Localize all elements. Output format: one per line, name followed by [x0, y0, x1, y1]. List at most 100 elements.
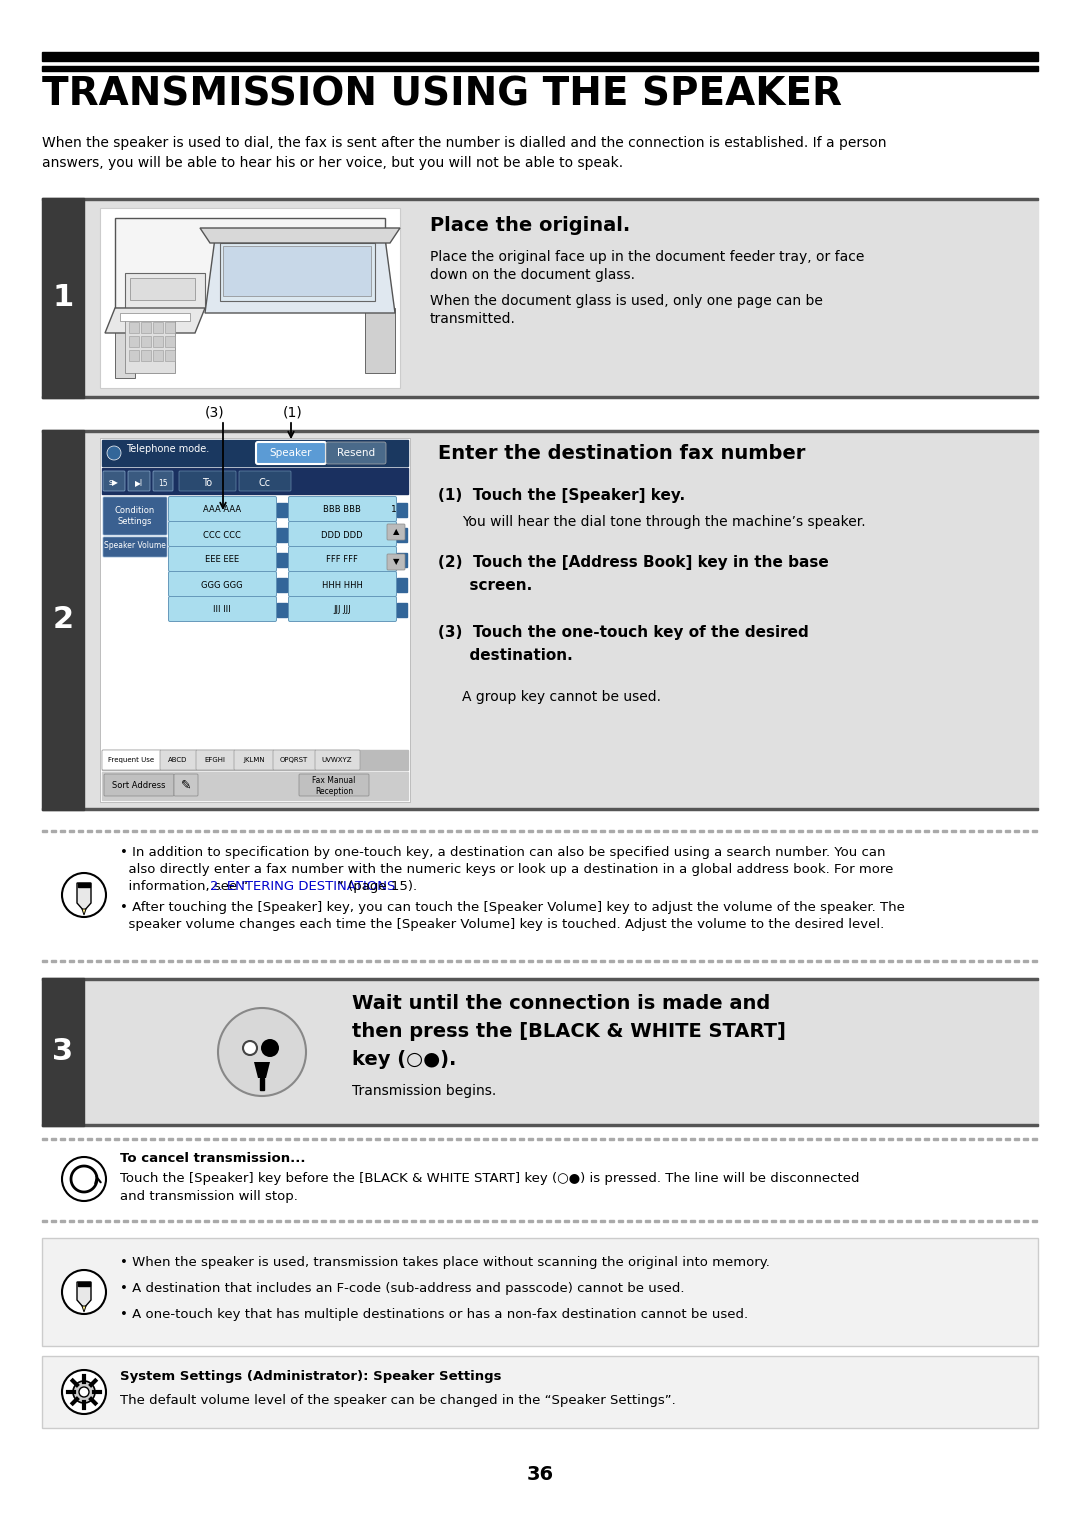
Bar — [924, 830, 929, 833]
Bar — [582, 960, 588, 963]
Bar — [951, 830, 956, 833]
Bar — [231, 1138, 237, 1140]
Bar — [762, 830, 767, 833]
Bar — [726, 960, 731, 963]
Bar — [987, 1219, 993, 1222]
Bar — [249, 1219, 254, 1222]
Bar — [483, 960, 488, 963]
Text: ” (page 15).: ” (page 15). — [337, 880, 417, 892]
Bar — [465, 960, 470, 963]
Text: Transmission begins.: Transmission begins. — [352, 1083, 496, 1099]
Bar — [132, 1138, 137, 1140]
Bar — [627, 1219, 632, 1222]
Bar — [177, 960, 183, 963]
Bar — [672, 1138, 677, 1140]
Text: Touch the [Speaker] key before the [BLACK & WHITE START] key (○●) is pressed. Th: Touch the [Speaker] key before the [BLAC… — [120, 1172, 860, 1186]
Bar — [1032, 1219, 1037, 1222]
Bar — [294, 1219, 299, 1222]
Polygon shape — [77, 1282, 91, 1308]
Bar — [465, 1219, 470, 1222]
Bar — [600, 830, 605, 833]
Bar — [42, 199, 84, 397]
Bar — [51, 830, 56, 833]
Bar — [42, 396, 1038, 397]
Bar — [285, 1138, 291, 1140]
Bar — [771, 1138, 777, 1140]
Bar — [267, 1138, 272, 1140]
Text: CCC CCC: CCC CCC — [203, 530, 241, 539]
Bar — [102, 440, 408, 466]
Bar — [636, 1138, 642, 1140]
Bar — [165, 336, 175, 347]
Text: ▼: ▼ — [393, 558, 400, 567]
Bar — [933, 830, 939, 833]
Bar — [276, 529, 287, 542]
Bar — [726, 1219, 731, 1222]
Bar — [654, 1219, 659, 1222]
Bar — [429, 1138, 434, 1140]
Bar — [492, 960, 497, 963]
Bar — [1023, 1219, 1028, 1222]
Bar — [555, 1138, 561, 1140]
Text: Wait until the connection is made and: Wait until the connection is made and — [352, 995, 770, 1013]
Bar — [384, 960, 389, 963]
Bar — [177, 830, 183, 833]
Bar — [573, 1138, 578, 1140]
Bar — [105, 960, 110, 963]
Bar — [141, 1219, 146, 1222]
Bar — [150, 960, 156, 963]
Text: You will hear the dial tone through the machine’s speaker.: You will hear the dial tone through the … — [462, 515, 866, 529]
Bar — [87, 830, 92, 833]
Bar — [42, 1355, 1038, 1429]
Bar — [429, 1219, 434, 1222]
Bar — [717, 1138, 723, 1140]
Bar — [321, 1138, 326, 1140]
Bar — [330, 960, 335, 963]
Text: BBB BBB: BBB BBB — [323, 506, 361, 515]
Bar — [393, 960, 399, 963]
Bar — [303, 1138, 308, 1140]
Bar — [123, 830, 129, 833]
Bar — [915, 830, 920, 833]
Text: III III: III III — [213, 605, 231, 614]
Bar — [600, 960, 605, 963]
FancyBboxPatch shape — [168, 596, 276, 622]
Bar — [397, 529, 407, 542]
Bar — [915, 1138, 920, 1140]
Bar — [357, 960, 362, 963]
Text: transmitted.: transmitted. — [430, 312, 516, 325]
Text: 1: 1 — [391, 506, 396, 515]
Bar — [699, 1138, 704, 1140]
Bar — [753, 1138, 758, 1140]
Bar — [42, 1125, 1038, 1126]
Text: ✎: ✎ — [180, 778, 191, 792]
Text: and transmission will stop.: and transmission will stop. — [120, 1190, 298, 1203]
Bar — [100, 439, 410, 802]
FancyBboxPatch shape — [103, 471, 125, 490]
FancyBboxPatch shape — [326, 442, 386, 465]
Bar — [744, 1219, 750, 1222]
Bar — [843, 960, 848, 963]
Bar — [600, 1219, 605, 1222]
Bar — [204, 1219, 210, 1222]
FancyBboxPatch shape — [168, 497, 276, 521]
Bar — [150, 1219, 156, 1222]
Bar — [220, 243, 375, 301]
Bar — [474, 1219, 480, 1222]
Bar — [582, 1219, 588, 1222]
Text: • A one-touch key that has multiple destinations or has a non-fax destination ca: • A one-touch key that has multiple dest… — [120, 1308, 748, 1322]
Bar — [1005, 1219, 1010, 1222]
Bar — [861, 1219, 866, 1222]
Bar — [942, 1138, 947, 1140]
Bar — [153, 350, 163, 361]
Bar — [141, 1138, 146, 1140]
Bar — [528, 830, 534, 833]
Bar — [141, 350, 151, 361]
FancyBboxPatch shape — [153, 471, 173, 490]
Bar — [69, 1138, 75, 1140]
Bar — [456, 960, 461, 963]
Bar — [744, 830, 750, 833]
Bar — [168, 830, 173, 833]
Text: answers, you will be able to hear his or her voice, but you will not be able to : answers, you will be able to hear his or… — [42, 156, 623, 170]
Bar — [798, 1219, 804, 1222]
